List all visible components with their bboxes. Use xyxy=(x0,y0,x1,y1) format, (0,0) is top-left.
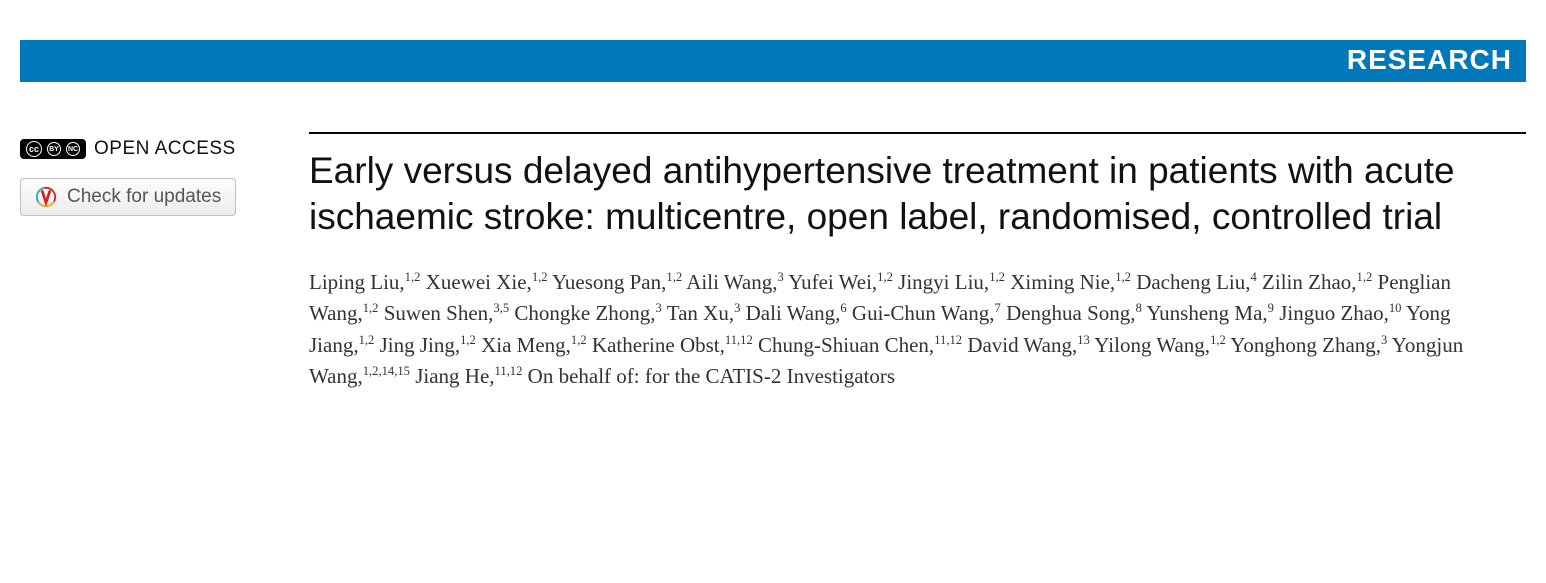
author: Chongke Zhong,3 xyxy=(514,301,661,325)
author: Jinguo Zhao,10 xyxy=(1279,301,1401,325)
author-affiliation: 3 xyxy=(656,301,662,315)
author: Yonghong Zhang,3 xyxy=(1230,333,1387,357)
updates-button-label: Check for updates xyxy=(67,186,221,208)
author: Xia Meng,1,2 xyxy=(481,333,587,357)
author-affiliation: 11,12 xyxy=(934,333,962,347)
author-affiliation: 11,12 xyxy=(495,364,523,378)
author: Jingyi Liu,1,2 xyxy=(898,270,1005,294)
author: Ximing Nie,1,2 xyxy=(1010,270,1131,294)
author-affiliation: 6 xyxy=(840,301,846,315)
author: Gui-Chun Wang,7 xyxy=(852,301,1001,325)
author: Katherine Obst,11,12 xyxy=(592,333,753,357)
author: Jiang He,11,12 xyxy=(415,364,522,388)
article-main: Early versus delayed antihypertensive tr… xyxy=(309,132,1526,393)
author-affiliation: 1,2 xyxy=(363,301,379,315)
author: Aili Wang,3 xyxy=(686,270,784,294)
author-affiliation: 1,2 xyxy=(571,333,587,347)
left-sidebar: cc BY NC OPEN ACCESS Check for updates xyxy=(20,132,285,393)
author: Denghua Song,8 xyxy=(1006,301,1142,325)
author-affiliation: 1,2 xyxy=(1115,270,1131,284)
author-affiliation: 3,5 xyxy=(493,301,509,315)
by-icon: BY xyxy=(47,142,61,156)
author-affiliation: 1,2 xyxy=(1357,270,1373,284)
author-affiliation: 1,2,14,15 xyxy=(363,364,410,378)
author-affiliation: 1,2 xyxy=(666,270,682,284)
author-affiliation: 13 xyxy=(1077,333,1090,347)
author: Dacheng Liu,4 xyxy=(1136,270,1257,294)
author-affiliation: 3 xyxy=(777,270,783,284)
author-affiliation: 10 xyxy=(1389,301,1402,315)
author-affiliation: 7 xyxy=(995,301,1001,315)
article-title: Early versus delayed antihypertensive tr… xyxy=(309,148,1486,241)
banner-label: RESEARCH xyxy=(1347,44,1512,75)
author: Chung-Shiuan Chen,11,12 xyxy=(758,333,962,357)
author: David Wang,13 xyxy=(967,333,1090,357)
nc-icon: NC xyxy=(66,142,80,156)
crossmark-icon xyxy=(35,186,57,208)
author-affiliation: 1,2 xyxy=(405,270,421,284)
author: Dali Wang,6 xyxy=(746,301,847,325)
check-for-updates-button[interactable]: Check for updates xyxy=(20,178,236,216)
author: Xuewei Xie,1,2 xyxy=(426,270,548,294)
author-affiliation: 1,2 xyxy=(1210,333,1226,347)
author-affiliation: 3 xyxy=(734,301,740,315)
open-access-row: cc BY NC OPEN ACCESS xyxy=(20,138,285,160)
author: Suwen Shen,3,5 xyxy=(384,301,509,325)
author: Zilin Zhao,1,2 xyxy=(1262,270,1372,294)
author-affiliation: 1,2 xyxy=(532,270,548,284)
author: Yunsheng Ma,9 xyxy=(1146,301,1274,325)
author-affiliation: 1,2 xyxy=(989,270,1005,284)
open-access-label: OPEN ACCESS xyxy=(94,138,236,160)
page-layout: cc BY NC OPEN ACCESS Check for updates E… xyxy=(20,132,1526,393)
author-list: Liping Liu,1,2 Xuewei Xie,1,2 Yuesong Pa… xyxy=(309,267,1486,393)
on-behalf-text: On behalf of: for the CATIS-2 Investigat… xyxy=(528,364,895,388)
author-affiliation: 3 xyxy=(1381,333,1387,347)
author: Yuesong Pan,1,2 xyxy=(552,270,682,294)
cc-icon: cc xyxy=(26,141,42,157)
author-affiliation: 1,2 xyxy=(460,333,476,347)
author-affiliation: 11,12 xyxy=(725,333,753,347)
author: Liping Liu,1,2 xyxy=(309,270,420,294)
author-affiliation: 8 xyxy=(1136,301,1142,315)
cc-license-badge-icon: cc BY NC xyxy=(20,139,86,159)
author: Yilong Wang,1,2 xyxy=(1094,333,1226,357)
author: Yufei Wei,1,2 xyxy=(788,270,893,294)
author-affiliation: 1,2 xyxy=(877,270,893,284)
author-affiliation: 9 xyxy=(1268,301,1274,315)
author: Jing Jing,1,2 xyxy=(380,333,476,357)
author-affiliation: 1,2 xyxy=(359,333,375,347)
author: Tan Xu,3 xyxy=(667,301,741,325)
author-affiliation: 4 xyxy=(1250,270,1256,284)
section-banner: RESEARCH xyxy=(20,40,1526,82)
